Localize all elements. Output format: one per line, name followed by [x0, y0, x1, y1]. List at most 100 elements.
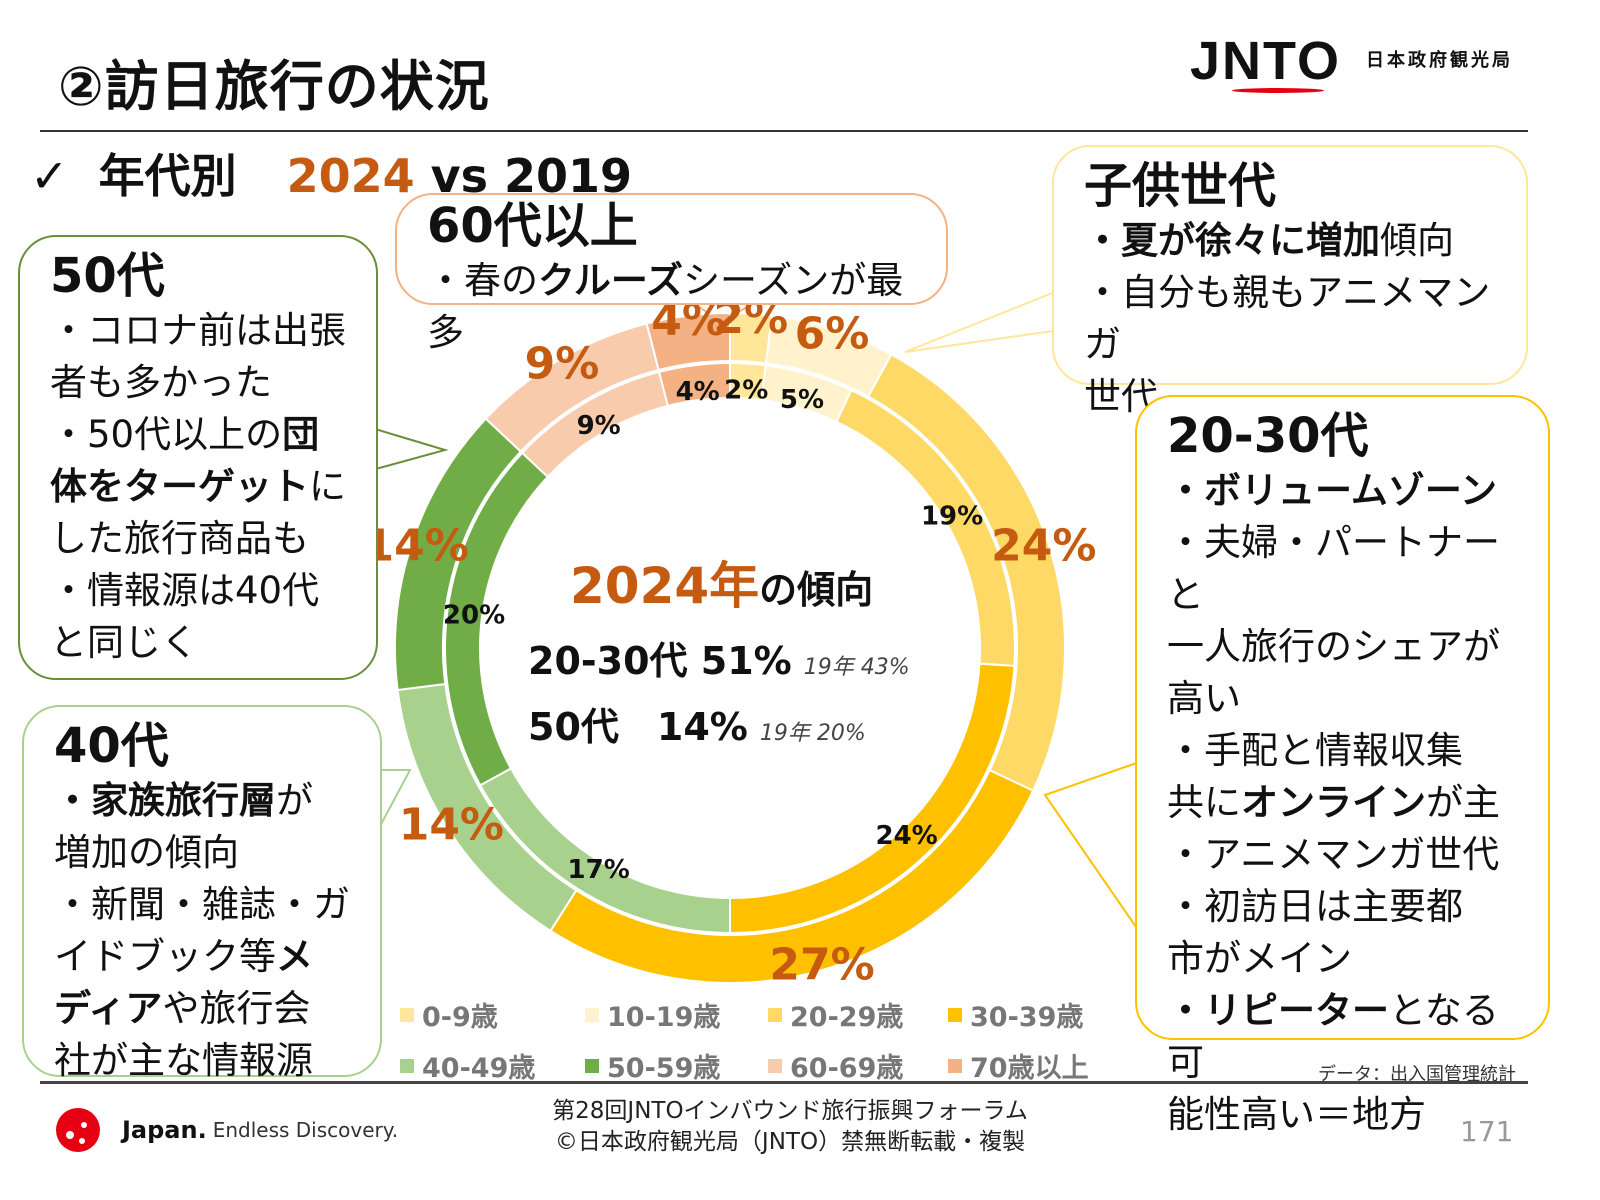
data-label-2019: 9%	[577, 411, 621, 441]
callout-line: ・夫婦・パートナーと	[1167, 517, 1518, 621]
legend-swatch	[948, 1058, 962, 1073]
stat-note: 19年 20%	[759, 721, 866, 746]
callout-text: ・新聞・雑誌・ガ	[54, 883, 350, 926]
callout-line: した旅行商品も	[50, 513, 346, 565]
donut-segment-2019-7	[657, 361, 731, 408]
data-label-2019: 4%	[676, 377, 720, 407]
legend-label: 60-69歳	[790, 1053, 904, 1084]
callout-line: ・アニメマンガ世代	[1167, 829, 1518, 881]
jnto-logo-subtitle: 日本政府観光局	[1366, 50, 1513, 71]
footer-divider	[40, 1081, 1528, 1084]
legend-label: 30-39歳	[970, 1002, 1084, 1033]
center-stat-2030: 20-30代 51% 19年 43%	[528, 630, 910, 685]
legend-swatch	[948, 1007, 962, 1022]
callout-line: ・新聞・雑誌・ガ	[54, 879, 350, 931]
callout-title: 60代以上	[427, 198, 638, 254]
legend-swatch	[585, 1007, 599, 1022]
copyright: ©日本政府観光局（JNTO）禁無断転載・複製	[554, 1129, 1026, 1155]
legend-item: 50-59歳	[585, 1046, 720, 1085]
legend-item: 10-19歳	[585, 995, 720, 1034]
callout-pointer	[1043, 758, 1146, 944]
brand-name: Japan.	[122, 1116, 207, 1144]
subtitle-label: 年代別	[98, 149, 237, 203]
callout-line: ・夏が徐々に増加傾向	[1084, 215, 1496, 267]
legend-swatch	[768, 1007, 782, 1022]
callout-text: となる可	[1167, 989, 1499, 1084]
callout-title: 40代	[54, 718, 169, 774]
callout-text: 社が主な情報源	[54, 1039, 313, 1082]
callout-text: 者も多かった	[50, 361, 272, 404]
callout-text: シーズンが最多	[427, 259, 904, 354]
legend-label: 70歳以上	[970, 1053, 1089, 1084]
center-stat-50: 50代 14% 19年 20%	[528, 696, 866, 751]
data-label-2019: 20%	[443, 601, 505, 631]
brand-tagline: Endless Discovery.	[212, 1118, 399, 1142]
legend-swatch	[400, 1058, 414, 1073]
callout-line: イドブック等メ	[54, 931, 350, 983]
legend-swatch	[585, 1058, 599, 1073]
page-number: 171	[1460, 1115, 1514, 1148]
callout-text: メ	[276, 935, 313, 978]
data-label-2024: 24%	[991, 521, 1096, 572]
callout-text: 増加の傾向	[54, 831, 239, 874]
cherry-blossom-icon	[56, 1108, 100, 1152]
data-label-2019: 19%	[921, 502, 983, 532]
legend-label: 20-29歳	[790, 1002, 904, 1033]
callout-line: 市がメイン	[1167, 933, 1518, 985]
callout-text: ・自分も親もアニメマンガ	[1084, 271, 1491, 366]
legend-item: 0-9歳	[400, 995, 498, 1034]
callout-line: ディアや旅行会	[54, 983, 350, 1035]
data-label-2024: 14%	[363, 521, 468, 572]
page-title: ②訪日旅行の状況	[58, 55, 490, 118]
legend-label: 40-49歳	[422, 1053, 536, 1084]
callout-text: ・夏が徐々に増加	[1084, 219, 1380, 262]
legend-label: 10-19歳	[607, 1002, 721, 1033]
callout-line: ・リピーターとなる可	[1167, 985, 1518, 1089]
callout-line: ・自分も親もアニメマンガ	[1084, 267, 1496, 371]
donut-segment-2024-7	[645, 311, 731, 372]
callout-text: ・初訪日は主要都	[1167, 885, 1463, 928]
callout-40s: 40代 ・家族旅行層が 増加の傾向 ・新聞・雑誌・ガ イドブック等メ ディアや旅行会 社が主…	[22, 705, 382, 1082]
data-label-2024: 9%	[525, 338, 600, 389]
callout-text: イドブック等	[54, 935, 276, 978]
callout-text: 団	[282, 413, 320, 456]
header-divider	[40, 130, 1528, 132]
data-label-2024: 27%	[769, 939, 874, 990]
legend-label: 0-9歳	[422, 1002, 498, 1033]
jnto-logo: JNTO	[1190, 31, 1342, 91]
stat-note: 19年 43%	[803, 655, 910, 680]
callout-text: ・情報源は40代	[50, 569, 320, 612]
callout-text: 体をターゲット	[50, 465, 309, 508]
callout-50s: 50代 ・コロナ前は出張 者も多かった ・50代以上の団 体をターゲットに した旅行商品も…	[18, 235, 378, 680]
legend-item: 40-49歳	[400, 1046, 535, 1085]
callout-line: 体をターゲットに	[50, 461, 346, 513]
callout-text: が	[276, 779, 313, 822]
jnto-logo-swoosh	[1232, 88, 1324, 93]
data-label-2019: 2%	[724, 376, 768, 406]
callout-text: 高い	[1167, 677, 1241, 720]
callout-kids: 子供世代 ・夏が徐々に増加傾向 ・自分も親もアニメマンガ 世代	[1052, 145, 1528, 418]
callout-line: 高い	[1167, 673, 1518, 725]
callout-text: した旅行商品も	[50, 517, 309, 560]
callout-text: オンライン	[1241, 781, 1426, 824]
callout-text: に	[309, 465, 346, 508]
center-title-year: 2024年	[570, 557, 760, 615]
data-label-2019: 24%	[875, 821, 937, 851]
callout-title: 20-30代	[1167, 408, 1369, 464]
callout-text: 共に	[1167, 781, 1241, 824]
callout-text: や旅行会	[162, 987, 311, 1030]
legend-swatch	[400, 1007, 414, 1022]
callout-line: 一人旅行のシェアが	[1167, 621, 1518, 673]
callout-line: ・初訪日は主要都	[1167, 881, 1518, 933]
stat-value: 50代 14%	[528, 705, 748, 749]
forum-name: 第28回JNTOインバウンド旅行振興フォーラム	[552, 1098, 1028, 1124]
callout-text: ・家族旅行層	[54, 779, 276, 822]
center-title: 2024年の傾向	[570, 546, 873, 618]
callout-line: 増加の傾向	[54, 827, 350, 879]
callout-line: ・コロナ前は出張	[50, 305, 346, 357]
callout-line: ・手配と情報収集	[1167, 725, 1518, 777]
callout-text: ・コロナ前は出張	[50, 309, 346, 352]
legend-label: 50-59歳	[607, 1053, 721, 1084]
callout-line: 共にオンラインが主	[1167, 777, 1518, 829]
